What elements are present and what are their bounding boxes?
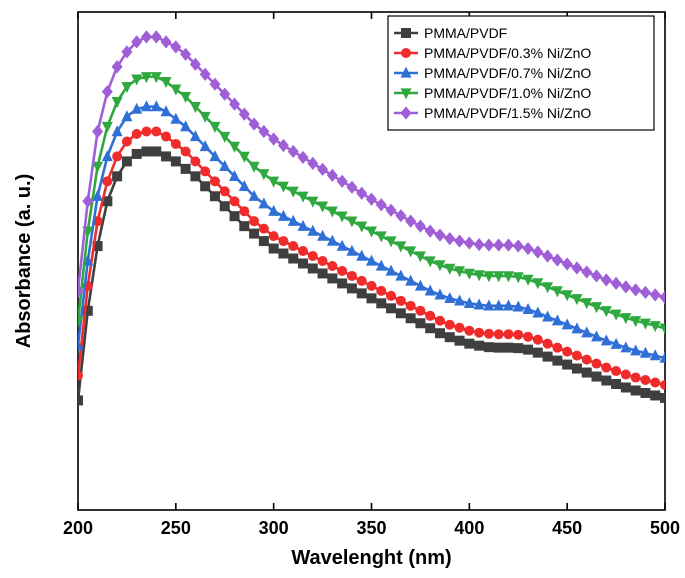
svg-text:400: 400 [454, 518, 484, 538]
svg-text:350: 350 [356, 518, 386, 538]
svg-text:200: 200 [63, 518, 93, 538]
svg-text:500: 500 [650, 518, 680, 538]
svg-text:PMMA/PVDF/1.0% Ni/ZnO: PMMA/PVDF/1.0% Ni/ZnO [424, 85, 591, 101]
svg-text:PMMA/PVDF/0.7% Ni/ZnO: PMMA/PVDF/0.7% Ni/ZnO [424, 65, 591, 81]
svg-text:450: 450 [552, 518, 582, 538]
svg-text:250: 250 [161, 518, 191, 538]
svg-text:Wavelenght (nm): Wavelenght (nm) [291, 547, 451, 569]
svg-text:300: 300 [259, 518, 289, 538]
chart-svg: 200 250 300 350 400 450 500 Wavelenght (nm) Abso… [0, 0, 685, 578]
svg-text:PMMA/PVDF/1.5% Ni/ZnO: PMMA/PVDF/1.5% Ni/ZnO [424, 105, 591, 121]
svg-text:PMMA/PVDF/0.3% Ni/ZnO: PMMA/PVDF/0.3% Ni/ZnO [424, 45, 591, 61]
absorbance-chart: 200 250 300 350 400 450 500 Wavelenght (nm) Abso… [0, 0, 685, 578]
svg-text:PMMA/PVDF: PMMA/PVDF [424, 25, 507, 41]
svg-text:Absorbance (a. u.): Absorbance (a. u.) [13, 174, 35, 348]
